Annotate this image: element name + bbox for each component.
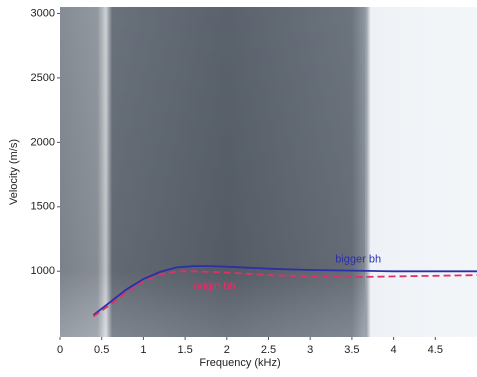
plot-shading xyxy=(60,7,365,337)
x-axis-label: Frequency (kHz) xyxy=(199,357,280,369)
x-tick-label: 0.5 xyxy=(94,344,109,356)
series-line xyxy=(92,270,477,318)
x-tick-label: 1.5 xyxy=(177,344,192,356)
y-axis-label: Velocity (m/s) xyxy=(8,139,20,205)
x-tick-label: 1 xyxy=(140,344,146,356)
y-tick-label: 2500 xyxy=(31,72,55,84)
x-tick-label: 4.5 xyxy=(428,344,443,356)
x-tick-label: 3.5 xyxy=(344,344,359,356)
x-tick-label: 0 xyxy=(57,344,63,356)
x-tick-label: 3 xyxy=(307,344,313,356)
series-label: origin bh xyxy=(193,281,235,293)
series-line xyxy=(92,265,477,316)
y-tick-label: 2000 xyxy=(31,136,55,148)
y-tick-label: 1000 xyxy=(31,265,55,277)
x-tick-label: 4 xyxy=(391,344,397,356)
y-tick-label: 1500 xyxy=(31,201,55,213)
x-tick-label: 2 xyxy=(224,344,230,356)
y-tick-label: 3000 xyxy=(31,7,55,19)
series-label: bigger bh xyxy=(335,254,381,266)
x-tick-label: 2.5 xyxy=(261,344,276,356)
